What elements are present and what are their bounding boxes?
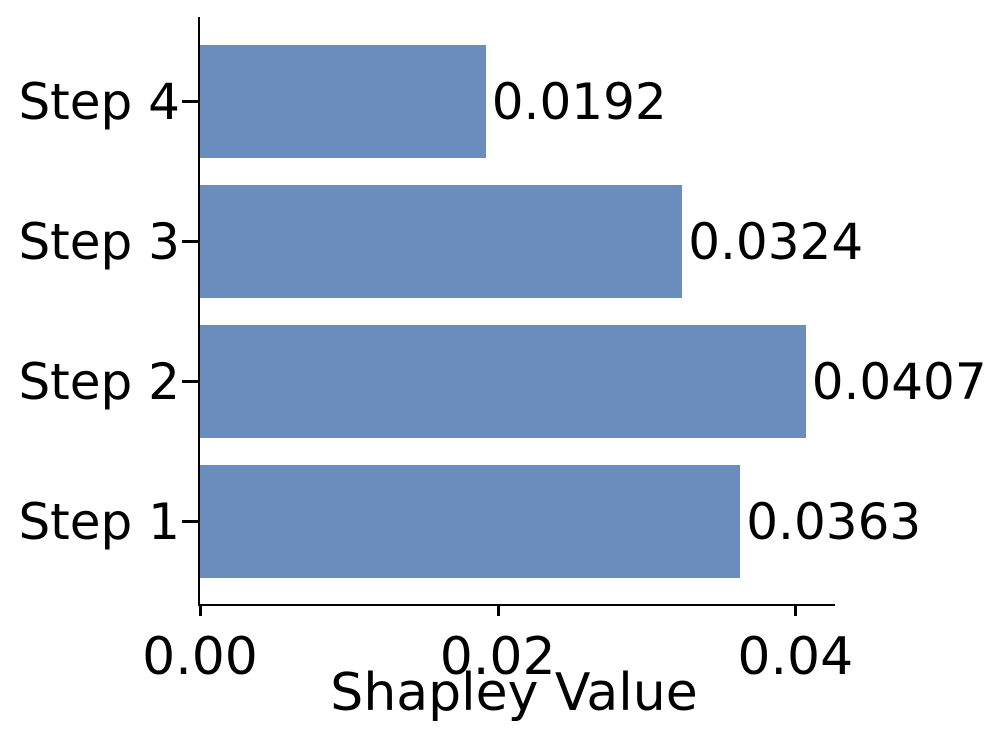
y-tick-mark xyxy=(182,240,200,243)
plot-area: Step 4 0.0192 Step 3 0.0324 Step 2 0.0407 Step… xyxy=(18,17,987,683)
bar-value-label: 0.0324 xyxy=(688,212,864,271)
bar-value-label: 0.0192 xyxy=(491,72,667,131)
y-tick-label: Step 2 xyxy=(18,352,180,411)
bar-step-2 xyxy=(200,325,806,438)
x-axis-line xyxy=(198,604,835,606)
bar-value-label: 0.0363 xyxy=(746,492,922,551)
y-tick-label: Step 3 xyxy=(18,212,180,271)
y-tick-mark xyxy=(182,520,200,523)
x-axis-title: Shapley Value xyxy=(330,663,698,723)
x-tick-label: 0.04 xyxy=(737,627,854,687)
x-tick-label: 0.02 xyxy=(439,627,556,687)
x-tick-mark xyxy=(199,606,202,616)
y-tick-label: Step 1 xyxy=(18,492,180,551)
x-tick-mark xyxy=(794,606,798,616)
y-tick-mark xyxy=(182,380,200,383)
y-axis-line xyxy=(198,17,200,606)
x-tick-mark xyxy=(496,606,500,616)
bar-step-1 xyxy=(200,465,741,578)
bar-step-3 xyxy=(200,185,683,298)
y-tick-mark xyxy=(182,100,200,103)
x-tick-label: 0.00 xyxy=(142,627,258,687)
bar-step-4 xyxy=(200,45,486,158)
y-tick-label: Step 4 xyxy=(18,72,180,131)
bar-value-label: 0.0407 xyxy=(811,352,987,411)
